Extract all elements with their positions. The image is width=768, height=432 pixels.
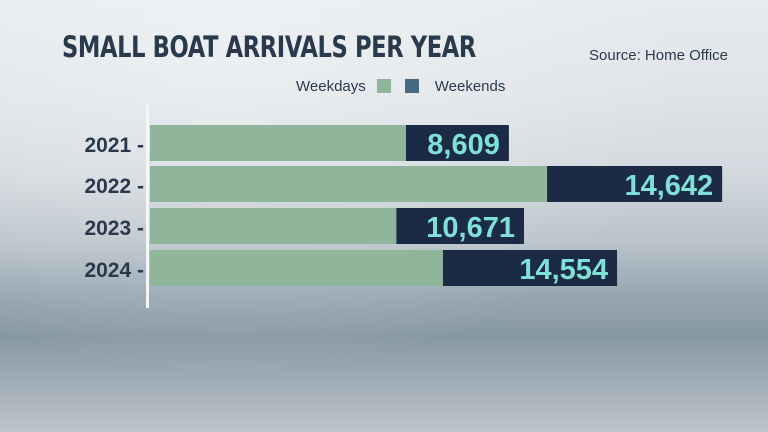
chart-title: SMALL BOAT ARRIVALS PER YEAR <box>62 30 476 64</box>
y-axis-line <box>146 103 149 308</box>
legend-label-weekdays: Weekdays <box>296 77 366 95</box>
bar-weekdays-2022 <box>150 166 548 202</box>
data-label-2021: 8,609 <box>427 129 500 161</box>
y-tick-label-2024: 2024 - <box>84 259 144 282</box>
bar-weekends-2023 <box>396 208 524 244</box>
y-tick-label-2021: 2021 - <box>84 134 144 157</box>
source-note: Source: Home Office <box>589 47 728 64</box>
bar-weekdays-2021 <box>150 125 406 161</box>
bar-weekends-2022 <box>547 166 723 202</box>
bar-weekends-2021 <box>405 125 509 161</box>
legend-label-weekends: Weekends <box>434 77 506 95</box>
bar-weekdays-2023 <box>150 208 397 244</box>
bar-weekdays-2024 <box>150 250 443 286</box>
legend: Weekdays Weekends <box>296 77 505 95</box>
data-label-2022: 14,642 <box>624 170 713 202</box>
data-label-2023: 10,671 <box>426 212 515 244</box>
data-label-2024: 14,554 <box>519 254 608 286</box>
y-tick-label-2023: 2023 - <box>84 217 144 240</box>
legend-swatch-weekends <box>404 79 419 93</box>
y-tick-label-2022: 2022 - <box>84 175 144 198</box>
bar-weekends-2024 <box>443 250 618 286</box>
legend-swatch-weekdays <box>376 79 391 93</box>
